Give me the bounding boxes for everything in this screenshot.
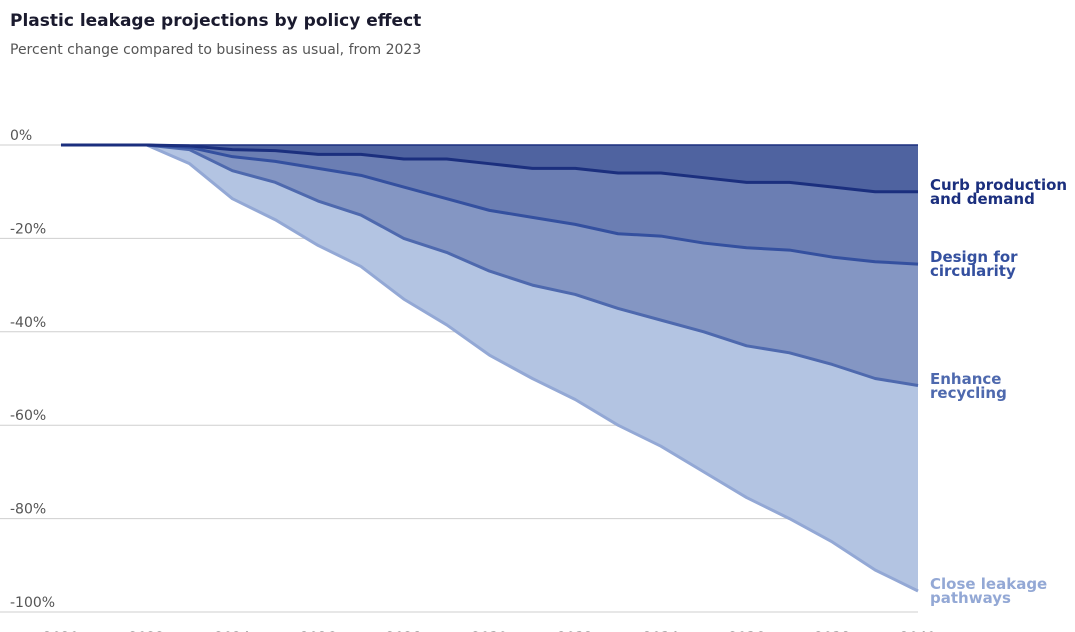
x-tick-label: 2032: [557, 630, 593, 632]
y-tick-label: 0%: [10, 128, 32, 144]
series-line: [61, 143, 919, 266]
area: [61, 145, 918, 591]
x-tick-label: 2030: [472, 630, 508, 632]
y-tick-label: -20%: [10, 221, 46, 237]
legend-label: Curb production and demand: [930, 175, 1068, 208]
x-tick-label: 2028: [386, 630, 422, 632]
y-tick-label: -60%: [10, 408, 46, 424]
x-tick-label: 2022: [129, 630, 165, 632]
x-tick-label: 2038: [814, 630, 850, 632]
area: [61, 145, 918, 192]
y-tick-label: -100%: [10, 595, 55, 611]
series-line: [61, 143, 919, 387]
x-tick-label: 2026: [300, 630, 336, 632]
x-tick-label: 2024: [215, 630, 251, 632]
y-tick-label: -40%: [10, 315, 46, 331]
chart-subtitle: Percent change compared to business as u…: [10, 42, 422, 58]
legend-label: Close leakage pathways: [930, 574, 1048, 607]
y-tick-label: -80%: [10, 502, 46, 518]
series-line: [61, 143, 919, 593]
area: [61, 145, 918, 265]
legend-label: Enhance recycling: [930, 369, 1007, 402]
legend-label: Design for circularity: [930, 248, 1018, 281]
chart-title: Plastic leakage projections by policy ef…: [10, 11, 422, 31]
series-line: [61, 143, 918, 194]
x-tick-label: 2020: [43, 630, 79, 632]
area: [61, 145, 918, 386]
x-tick-label: 2036: [729, 630, 765, 632]
x-tick-label: 2040: [900, 630, 936, 632]
x-tick-label: 2034: [643, 630, 679, 632]
